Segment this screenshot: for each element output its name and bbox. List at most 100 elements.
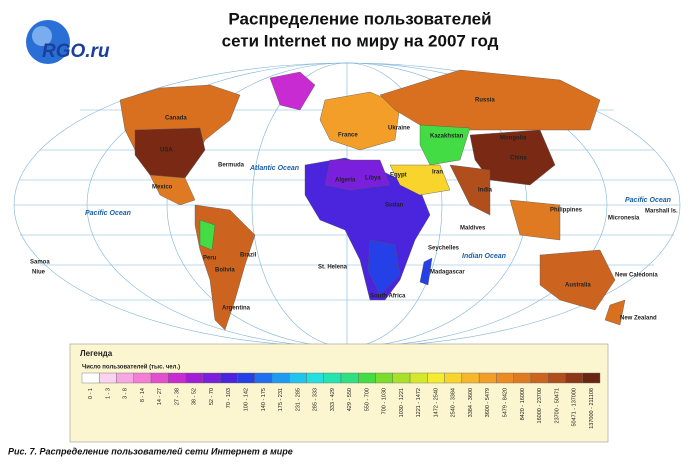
legend-label: 137000 - 211108	[589, 388, 595, 429]
legend-label: 1030 - 1221	[399, 388, 405, 417]
legend-swatch	[565, 372, 583, 384]
map-label: Madagascar	[430, 270, 465, 276]
legend-swatch	[150, 372, 169, 384]
legend-label: 3600 - 5479	[485, 388, 491, 417]
map-label: Seychelles	[428, 246, 460, 252]
legend-swatch	[116, 372, 134, 384]
map-label: Marshall Is.	[645, 209, 678, 215]
map-label: USA	[160, 148, 173, 154]
legend-swatch	[375, 372, 393, 384]
map-label: Peru	[203, 256, 217, 262]
map-label: Philippines	[550, 208, 583, 214]
legend-label: 2540 - 3384	[451, 388, 457, 417]
legend-swatch	[582, 372, 601, 384]
legend-title: Легенда	[80, 349, 113, 358]
legend-label: 550 - 700	[364, 388, 370, 411]
legend-swatch	[461, 372, 480, 384]
legend-swatch	[478, 372, 497, 384]
legend-label: 16000 - 23700	[537, 388, 543, 423]
ocean-label: Pacific Ocean	[625, 197, 671, 204]
map-label: France	[338, 133, 358, 139]
legend-swatch	[323, 372, 342, 384]
legend-swatch	[289, 372, 307, 384]
map-label: Mongolia	[500, 136, 527, 142]
map-label: Maldives	[460, 226, 486, 232]
legend-label: 333 - 429	[330, 388, 336, 411]
map-label: Canada	[165, 116, 187, 122]
map-label: New Zealand	[620, 316, 657, 322]
title: сети Internet по миру на 2007 год	[222, 31, 499, 50]
logo-text: RGO.ru	[42, 41, 110, 62]
legend-label: 429 - 550	[347, 388, 353, 411]
legend-label: 231 - 285	[295, 388, 301, 411]
legend-swatch	[392, 372, 411, 384]
legend-label: 8 - 14	[140, 388, 146, 402]
map-label: Niue	[32, 270, 46, 276]
map-label: Russia	[475, 98, 495, 104]
map-label: China	[510, 156, 527, 162]
map-label: Ukraine	[388, 126, 411, 132]
ocean-label: Indian Ocean	[462, 253, 506, 260]
legend-label: 8420 - 16000	[520, 388, 526, 420]
legend-swatch	[306, 372, 324, 384]
legend-classes: 0 - 1 1 - 3 3 - 8 8 - 14 14 - 27 27 - 38 38 - …	[81, 372, 601, 429]
legend-swatch	[409, 372, 428, 384]
legend-label: 100 - 142	[243, 388, 249, 411]
ocean-label: Pacific Ocean	[85, 210, 131, 217]
map-label: Sudan	[385, 203, 404, 209]
legend-swatch	[513, 372, 532, 384]
legend-label: 700 - 1030	[382, 388, 388, 414]
legend-swatch	[340, 372, 359, 384]
legend-swatch	[133, 372, 152, 384]
legend-swatch	[271, 372, 290, 384]
legend-swatch	[219, 372, 238, 384]
title: Распределение пользователей	[228, 9, 491, 28]
legend-label: 140 - 175	[261, 388, 267, 411]
map-labels: Canada Russia USA China Mexico Bermuda A…	[30, 98, 678, 322]
legend-label: 70 - 103	[226, 388, 232, 408]
legend-label: 0 - 1	[88, 388, 94, 399]
legend-swatch	[254, 372, 273, 384]
logo: RGO.ru	[26, 20, 110, 64]
legend-swatch	[202, 372, 221, 384]
legend-label: 1 - 3	[105, 388, 111, 399]
ocean-label: Atlantic Ocean	[249, 165, 299, 172]
legend-swatch	[530, 372, 549, 384]
map-label: Egypt	[390, 173, 407, 179]
legend-swatch	[237, 372, 255, 384]
legend-label: 14 - 27	[157, 388, 163, 405]
legend-swatch	[548, 372, 566, 384]
map-label: Brazil	[240, 253, 257, 259]
legend-label: 23700 - 50471	[554, 388, 560, 423]
legend-label: 52 - 70	[209, 388, 215, 405]
legend-label: 3384 - 3600	[468, 388, 474, 417]
legend-label: 27 - 38	[174, 388, 180, 405]
legend-swatch	[358, 372, 376, 384]
legend-swatch	[427, 372, 445, 384]
map-label: Bermuda	[218, 163, 245, 169]
legend-swatch	[168, 372, 186, 384]
map-label: South Africa	[370, 294, 406, 300]
legend-label: 5479 - 8420	[502, 388, 508, 417]
map-label: St. Helena	[318, 265, 348, 271]
legend-swatch	[496, 372, 514, 384]
legend-label: 175 - 231	[278, 388, 284, 411]
map-label: Kazakhstan	[430, 134, 464, 140]
map-label: Iran	[432, 170, 443, 176]
map-label: Argentina	[222, 306, 251, 312]
legend-label: 1472 - 2540	[433, 388, 439, 417]
map-label: India	[478, 188, 493, 194]
legend-label: 50471 - 137000	[572, 388, 578, 427]
map-label: Australia	[565, 283, 591, 289]
legend-label: 1221 - 1472	[416, 388, 422, 417]
legend-label: 38 - 52	[192, 388, 198, 405]
legend-swatch	[444, 372, 463, 384]
map-label: New Caledonia	[615, 273, 658, 279]
legend-swatch	[81, 372, 100, 384]
legend-swatch	[185, 372, 204, 384]
map-label: Mexico	[152, 185, 173, 191]
map-label: Libya	[365, 176, 381, 182]
map-label: Samoa	[30, 260, 50, 266]
legend-label: 3 - 8	[123, 388, 129, 399]
